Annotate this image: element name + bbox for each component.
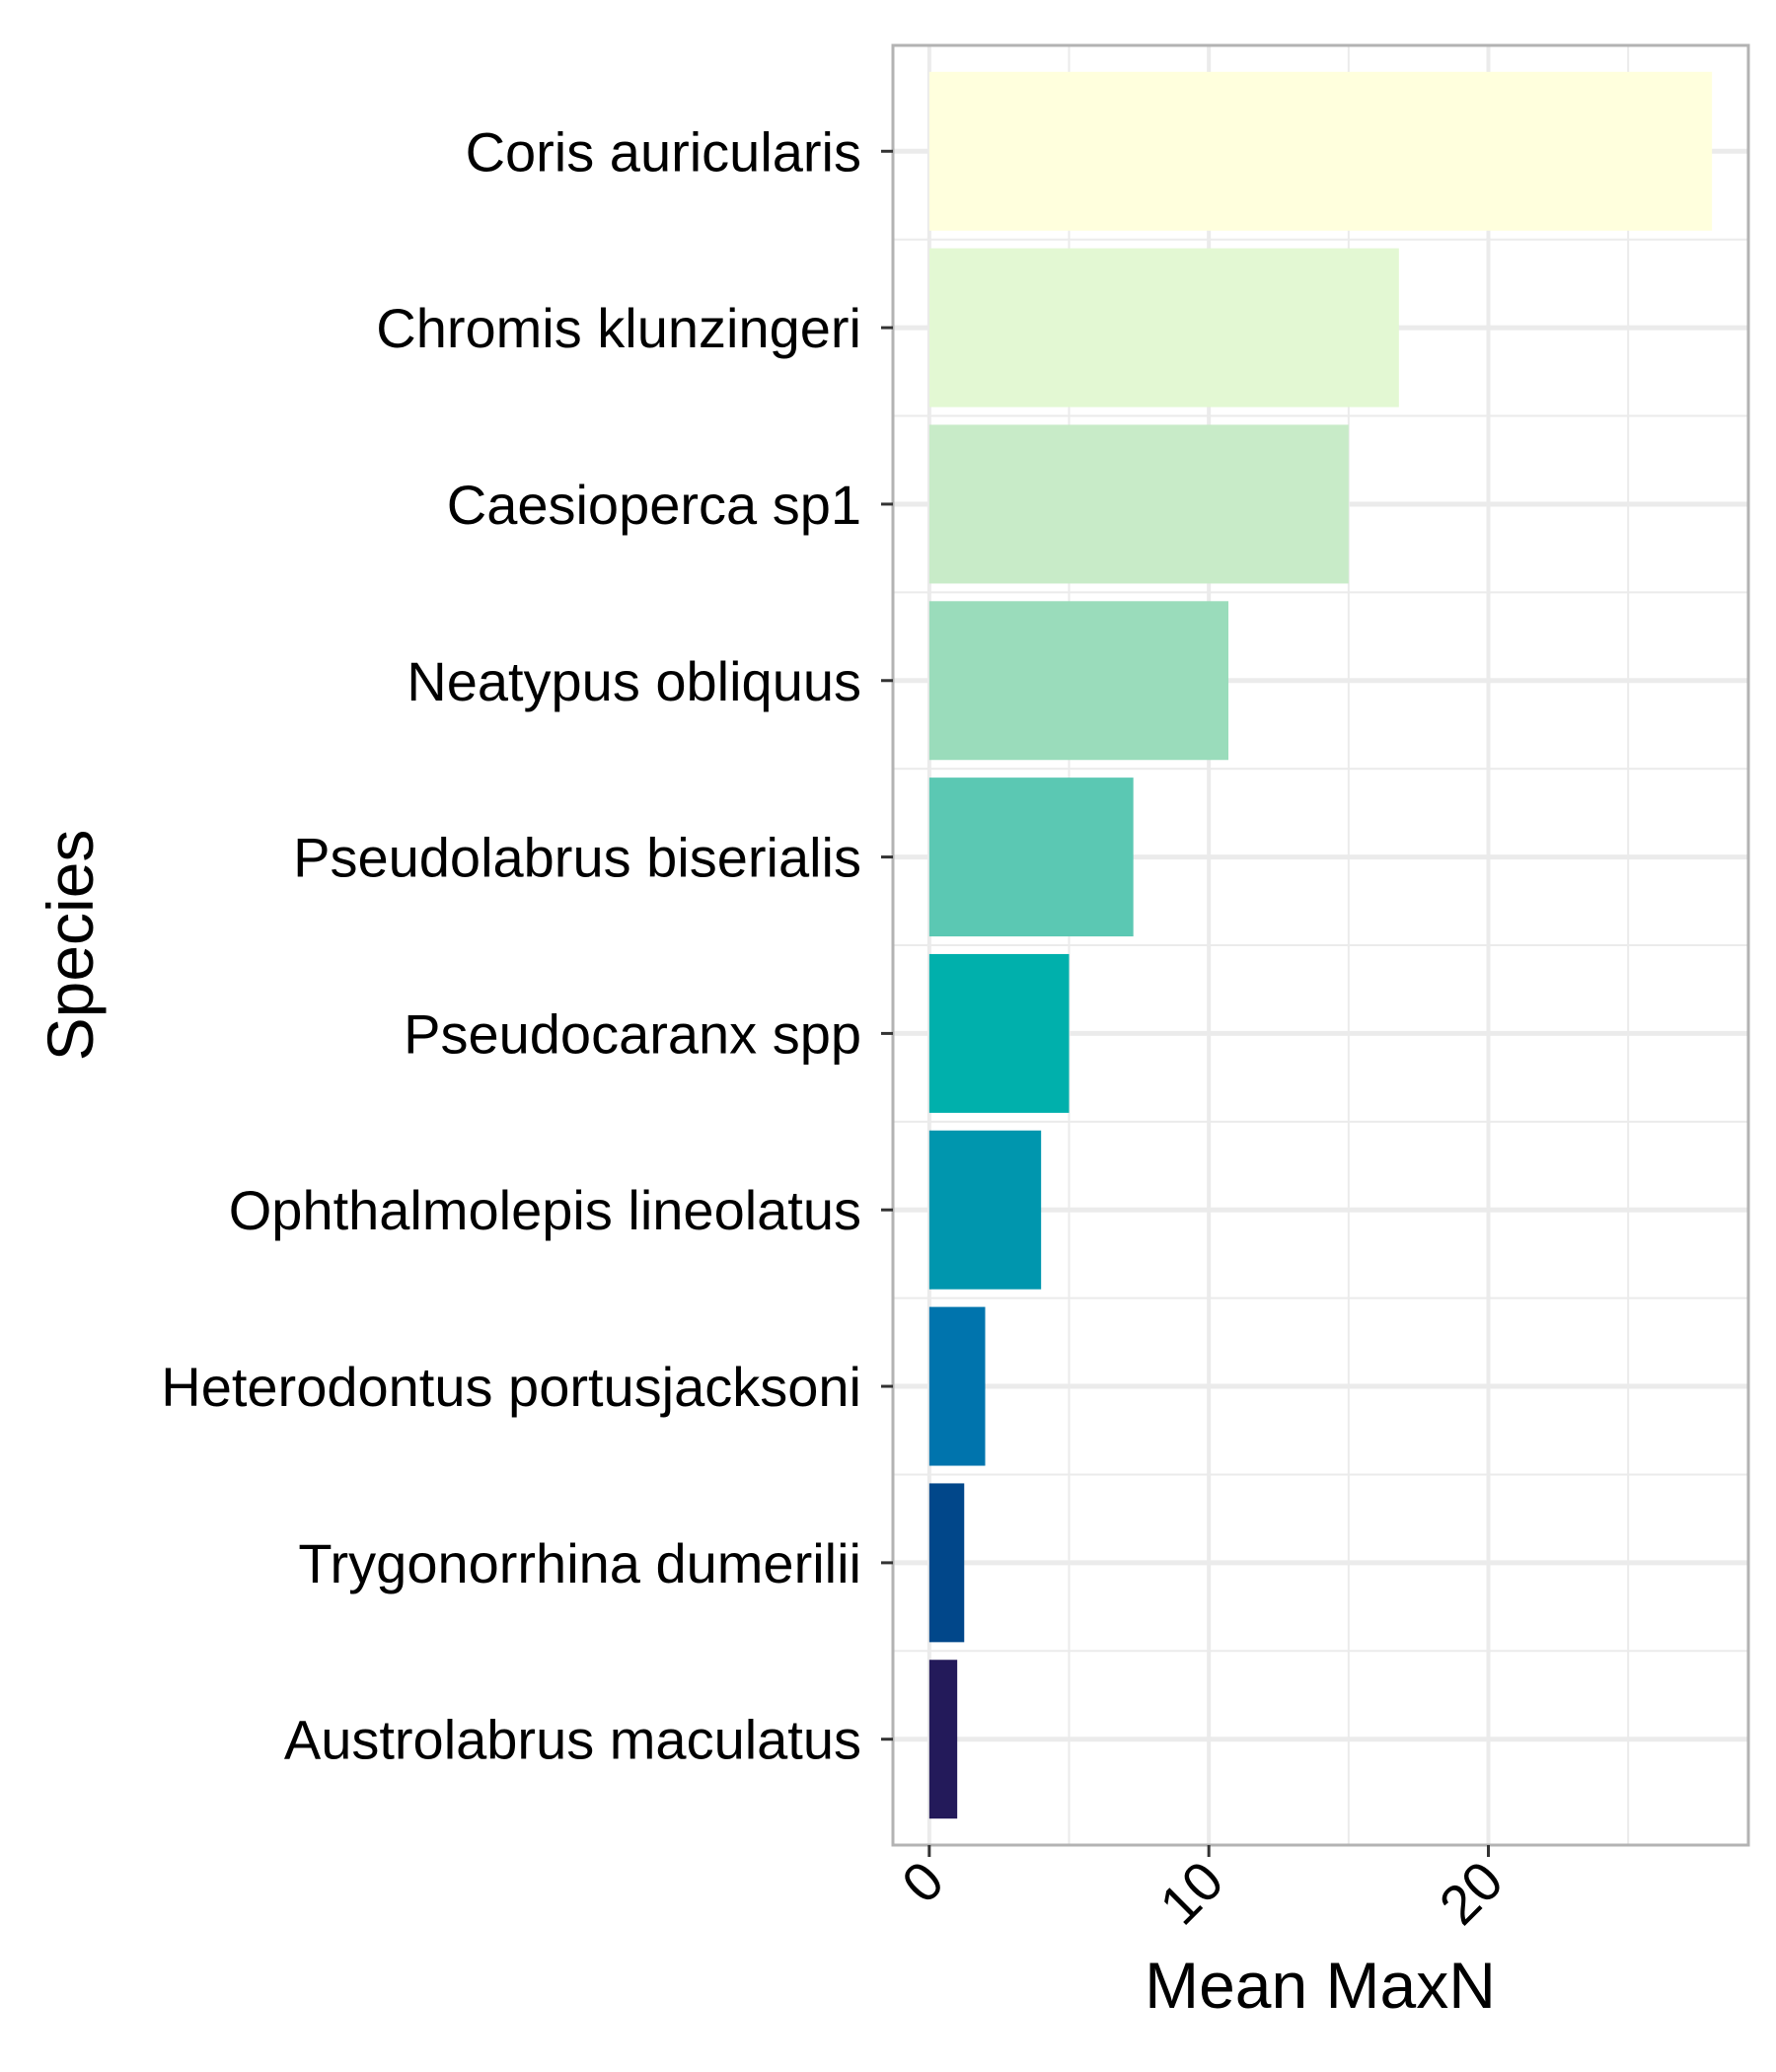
bar	[928, 953, 1070, 1113]
bar	[928, 1130, 1042, 1290]
y-tick-label: Pseudocaranx spp	[404, 1002, 861, 1065]
x-tick-label: 10	[1147, 1849, 1235, 1937]
bar	[928, 248, 1399, 407]
bar	[928, 601, 1228, 761]
x-tick-label: 20	[1427, 1849, 1515, 1937]
x-axis-title: Mean MaxN	[1145, 1949, 1496, 2022]
bar	[928, 777, 1134, 937]
bar	[928, 71, 1713, 231]
bar	[928, 424, 1349, 584]
grid-lines	[893, 45, 1748, 1845]
y-tick-label: Chromis klunzingeri	[376, 297, 861, 359]
y-tick-label: Trygonorrhina dumerilii	[298, 1532, 861, 1594]
y-tick-label: Pseudolabrus biserialis	[293, 827, 861, 889]
y-tick-label: Neatypus obliquus	[407, 650, 861, 712]
x-axis-ticks: 0 10 20	[890, 1845, 1515, 1937]
y-axis-title: Species	[34, 830, 107, 1062]
panel-border	[891, 43, 1750, 1847]
y-tick-label: Ophthalmolepis lineolatus	[229, 1179, 861, 1241]
y-tick-label: Coris auricularis	[466, 120, 861, 183]
y-tick-label: Heterodontus portusjacksoni	[161, 1356, 861, 1418]
bar	[928, 1483, 965, 1643]
bar	[928, 1660, 958, 1819]
x-tick-label: 0	[890, 1849, 956, 1915]
y-axis-ticks: Coris auricularis Chromis klunzingeri Caes…	[161, 120, 893, 1771]
bar	[928, 1306, 986, 1466]
y-tick-label: Caesioperca sp1	[447, 474, 861, 536]
bars	[928, 71, 1713, 1819]
y-tick-label: Austrolabrus maculatus	[284, 1709, 861, 1771]
